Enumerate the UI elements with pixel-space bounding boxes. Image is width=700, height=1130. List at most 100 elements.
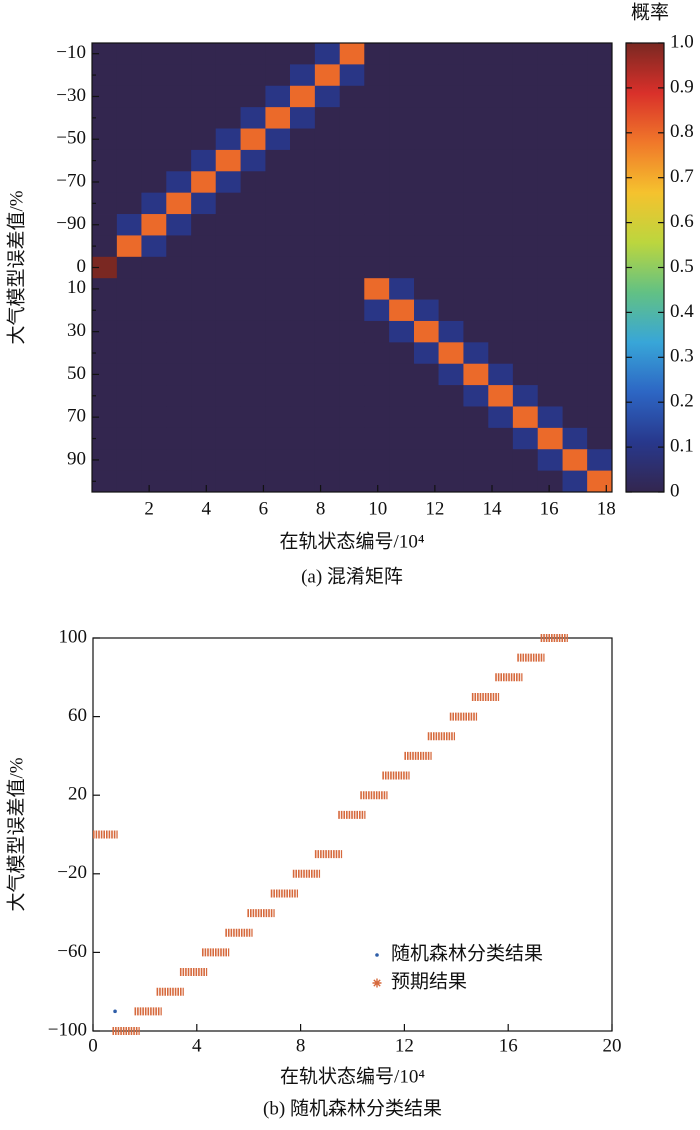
heatmap-cell (141, 406, 167, 429)
heatmap-cell (587, 385, 613, 407)
heatmap-cell (339, 171, 365, 194)
heatmap-cell (364, 85, 390, 108)
heatmap-cell (240, 320, 266, 343)
heatmap-cell (215, 192, 241, 215)
heatmap-cell (389, 128, 415, 151)
heatmap-cell (314, 256, 341, 279)
colorbar-tick-label: 0.4 (670, 301, 694, 322)
heatmap-cell (537, 235, 563, 258)
heatmap-cell (339, 320, 365, 343)
heatmap-cell (414, 149, 439, 172)
heatmap-cell (116, 406, 142, 429)
heatmap-cell (562, 256, 588, 279)
heatmap-cell (265, 449, 291, 472)
heatmap-cell (141, 342, 167, 365)
heatmap-cell (240, 278, 266, 300)
heatmap-cell (166, 171, 192, 194)
heatmap-cell (240, 363, 266, 386)
heatmap-cell (488, 299, 514, 322)
heatmap-cell (240, 235, 266, 258)
heatmap-cell (488, 385, 514, 407)
y-tick-label: 30 (67, 320, 86, 341)
legend-marker (375, 953, 379, 957)
heatmap-cell (166, 320, 192, 343)
heatmap-cell (364, 363, 390, 386)
heatmap-cell (438, 149, 464, 172)
x-tick-label: 20 (603, 1035, 622, 1056)
heatmap-cell (166, 427, 192, 450)
heatmap-cell (389, 320, 415, 343)
heatmap-cell (215, 85, 241, 108)
heatmap-cell (587, 149, 613, 172)
heatmap-cell (240, 342, 266, 365)
heatmap-cell (389, 278, 415, 300)
colorbar-title: 概率 (631, 1, 669, 23)
heatmap-cell (116, 278, 142, 300)
heatmap-cell (141, 470, 167, 493)
heatmap-cell (141, 235, 167, 258)
y-tick-label: −60 (57, 941, 87, 962)
heatmap-cell (290, 299, 316, 322)
heatmap-cell (314, 320, 341, 343)
heatmap-cell (166, 214, 192, 236)
heatmap-cell (314, 299, 341, 322)
heatmap-cell (290, 107, 316, 129)
heatmap-cell (290, 449, 316, 472)
heatmap-cell (215, 64, 241, 87)
heatmap-cell (389, 85, 415, 108)
heatmap-cell (240, 427, 266, 450)
heatmap-cell (166, 363, 192, 386)
heatmap-cell (339, 85, 365, 108)
heatmap-cell (438, 342, 464, 365)
heatmap-cell (314, 64, 341, 87)
heatmap-cell (240, 85, 266, 108)
heatmap-cell (512, 278, 539, 300)
heatmap-cell (537, 107, 563, 129)
heatmap-cell (240, 107, 266, 129)
heatmap-cell (587, 128, 613, 151)
heatmap-cell (191, 427, 217, 450)
heatmap-cell (438, 470, 464, 493)
heatmap-cell (438, 64, 464, 87)
heatmap-cell (265, 192, 291, 215)
heatmap-cell (240, 299, 266, 322)
heatmap-cell (463, 406, 489, 429)
heatmap-cell (141, 320, 167, 343)
heatmap-cell (463, 43, 489, 65)
heatmap-cell (290, 43, 316, 65)
heatmap-cell (215, 406, 241, 429)
heatmap-cell (265, 85, 291, 108)
heatmap-cell (438, 192, 464, 215)
heatmap-cell (364, 149, 390, 172)
heatmap-cell (463, 214, 489, 236)
heatmap-cell (488, 128, 514, 151)
y-tick-label: 60 (68, 705, 87, 726)
heatmap-cell (339, 385, 365, 407)
heatmap-cell (314, 149, 341, 172)
heatmap-cell (537, 128, 563, 151)
heatmap-cell (562, 64, 588, 87)
y-tick-label: 90 (67, 448, 86, 469)
heatmap-cell (290, 235, 316, 258)
x-tick-label: 12 (425, 498, 444, 519)
heatmap-cell (191, 470, 217, 493)
heatmap-cell (92, 107, 118, 129)
heatmap-cell (339, 43, 365, 65)
heatmap-cell (587, 470, 613, 493)
heatmap-cell (215, 363, 241, 386)
legend-label: 随机森林分类结果 (391, 942, 543, 964)
heatmap-cell (488, 192, 514, 215)
heatmap-cell (191, 449, 217, 472)
heatmap-cell (537, 363, 563, 386)
heatmap-cell (215, 256, 241, 279)
heatmap-cell (512, 128, 539, 151)
heatmap-cell (166, 192, 192, 215)
heatmap-cell (512, 427, 539, 450)
heatmap-cell (587, 427, 613, 450)
heatmap-cell (389, 470, 415, 493)
heatmap-cell (314, 235, 341, 258)
x-tick-label: 10 (368, 498, 387, 519)
heatmap-cell (512, 299, 539, 322)
heatmap-cell (240, 128, 266, 151)
heatmap-cell (240, 470, 266, 493)
